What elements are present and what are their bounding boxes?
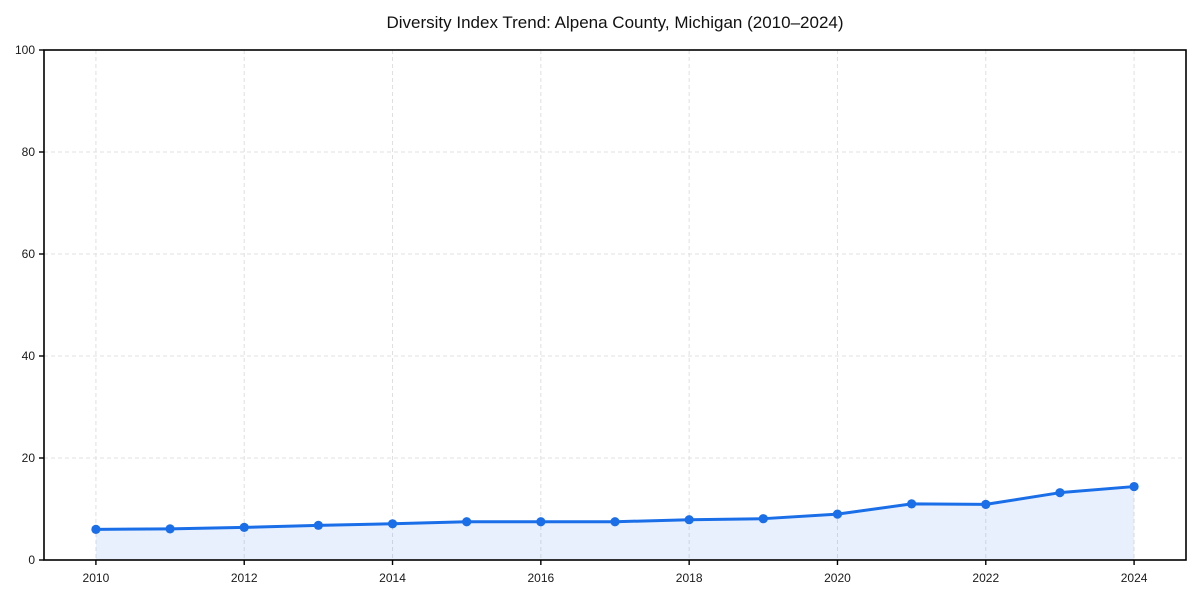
data-point xyxy=(313,520,323,530)
data-point xyxy=(1129,481,1139,492)
chart-title: Diversity Index Trend: Alpena County, Mi… xyxy=(386,13,844,32)
x-tick-label: 2022 xyxy=(972,571,999,585)
data-point xyxy=(91,524,101,535)
y-tick-label: 80 xyxy=(22,145,36,159)
plot-border xyxy=(43,49,1187,561)
data-point xyxy=(684,515,694,525)
data-point xyxy=(981,499,991,510)
data-point xyxy=(165,524,175,534)
data-point xyxy=(387,519,398,529)
x-tick-label: 2018 xyxy=(676,571,703,585)
data-point xyxy=(907,499,917,509)
x-tick-label: 2014 xyxy=(379,571,406,585)
data-point xyxy=(758,514,768,524)
y-tick-label: 0 xyxy=(28,553,35,567)
y-tick-label: 60 xyxy=(22,247,36,261)
data-point xyxy=(832,509,843,519)
x-tick-label: 2016 xyxy=(527,571,554,585)
data-point xyxy=(610,517,620,527)
x-tick-label: 2010 xyxy=(83,571,110,585)
x-tick-label: 2012 xyxy=(231,571,258,585)
data-point xyxy=(1055,488,1065,498)
x-tick-label: 2020 xyxy=(824,571,851,585)
data-point xyxy=(536,517,546,527)
x-tick-label: 2024 xyxy=(1121,571,1148,585)
data-point xyxy=(239,522,249,532)
y-tick-label: 100 xyxy=(15,43,35,57)
data-point xyxy=(462,517,472,527)
y-tick-label: 20 xyxy=(22,451,36,465)
y-tick-label: 40 xyxy=(22,349,36,363)
